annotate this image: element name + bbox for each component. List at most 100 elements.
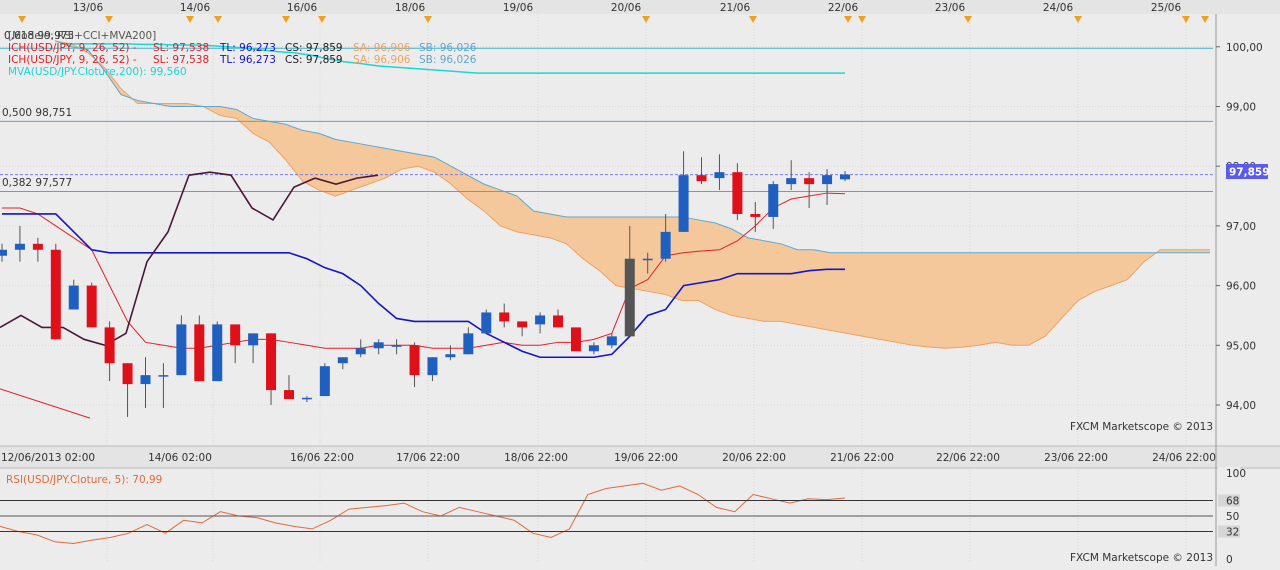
date-marker-triangle (105, 16, 113, 23)
legend-mva: MVA(USD/JPY.Cloture,200): 99,560 (8, 66, 187, 78)
candle-body[interactable] (678, 175, 689, 232)
top-date-label: 25/06 (1151, 2, 1182, 14)
top-date-label: 24/06 (1043, 2, 1074, 14)
rsi-tick-bg (1218, 510, 1240, 522)
candle-body[interactable] (768, 184, 779, 217)
price-tick-label: 94,00 (1226, 400, 1256, 412)
candle-body[interactable] (283, 390, 294, 400)
legend-sb: SB: 96,026 (419, 42, 477, 54)
candle-body[interactable] (499, 312, 510, 322)
fib-618-label: 0,618 99,975 (4, 30, 74, 42)
candle-body[interactable] (230, 324, 241, 346)
candle-body[interactable] (266, 333, 277, 391)
rsi-tick-label: 68 (1226, 496, 1239, 508)
candles[interactable] (0, 151, 850, 417)
candle-body[interactable] (391, 345, 402, 347)
candle-body[interactable] (212, 324, 223, 382)
candle-body[interactable] (122, 363, 133, 385)
bottom-date-label: 23/06 22:00 (1044, 452, 1108, 464)
bottom-date-label: 20/06 22:00 (722, 452, 786, 464)
rsi-tick-bg (1218, 525, 1240, 538)
price-tag-value: 97,859 (1229, 167, 1270, 179)
rsi-tick-label: 32 (1226, 526, 1239, 538)
candle-body[interactable] (337, 357, 348, 364)
legend-ich-line-1: ICH(USD/JPY, 9, 26, 52) - SL: 97,538 TL:… (8, 42, 477, 54)
price-tick-label: 100,00 (1226, 42, 1263, 54)
date-marker-triangle (424, 16, 432, 23)
candle-body[interactable] (409, 345, 420, 376)
price-tick-label: 99,00 (1226, 102, 1256, 114)
top-date-label: 14/06 (180, 2, 211, 14)
candle-body[interactable] (714, 172, 725, 179)
candle-body[interactable] (481, 312, 492, 334)
cci-line (0, 171, 379, 347)
watermark-rsi: FXCM Marketscope © 2013 (1070, 552, 1213, 564)
top-date-label: 19/06 (503, 2, 534, 14)
top-date-label: 21/06 (720, 2, 751, 14)
candle-body[interactable] (553, 315, 564, 328)
candle-body[interactable] (696, 175, 707, 182)
candle-body[interactable] (822, 175, 833, 185)
date-marker-triangle (186, 16, 194, 23)
bottom-date-label: 17/06 22:00 (396, 452, 460, 464)
candle-body[interactable] (50, 249, 61, 340)
date-marker-triangle (318, 16, 326, 23)
rsi-tick-bg (1218, 553, 1240, 565)
candle-body[interactable] (194, 324, 205, 382)
candle-body[interactable] (32, 243, 43, 250)
candle-body[interactable] (427, 357, 438, 376)
top-axis-band (0, 0, 1280, 14)
candle-body[interactable] (732, 172, 743, 214)
candle-body[interactable] (158, 375, 169, 377)
legend-ich-prefix: ICH(USD/JPY, 9, 26, 52) - (8, 42, 137, 54)
rsi-tick-label: 0 (1226, 554, 1233, 566)
candle-body[interactable] (248, 333, 259, 346)
candle-body[interactable] (804, 178, 815, 185)
candle-body[interactable] (86, 285, 97, 328)
legend-tl: TL: 96,273 (219, 42, 276, 54)
candle-body[interactable] (570, 327, 581, 352)
senkou-span-b (54, 40, 1210, 254)
candle-body[interactable] (68, 285, 79, 310)
kijun-sen-line (2, 213, 845, 359)
candle-body[interactable] (301, 397, 312, 400)
top-date-label: 20/06 (611, 2, 642, 14)
candle-body[interactable] (535, 315, 546, 325)
top-date-label: 16/06 (287, 2, 318, 14)
legend-sl: SL: 97,538 (153, 54, 209, 66)
candle-body[interactable] (750, 213, 761, 217)
legend-sa: SA: 96,906 (353, 54, 411, 66)
bottom-date-label: 14/06 02:00 (148, 452, 212, 464)
bottom-date-label: 12/06/2013 02:00 (1, 452, 95, 464)
candle-body[interactable] (517, 321, 528, 328)
candle-body[interactable] (463, 333, 474, 355)
candle-body[interactable] (373, 342, 384, 349)
candle-body[interactable] (786, 178, 797, 185)
candle-body[interactable] (445, 354, 456, 358)
candle-body[interactable] (642, 258, 653, 261)
fib-500-label: 0,500 98,751 (2, 107, 72, 119)
candle-body[interactable] (176, 324, 187, 376)
candle-body[interactable] (319, 366, 330, 397)
candle-body[interactable] (0, 249, 7, 256)
candle-body[interactable] (840, 174, 850, 180)
candle-body[interactable] (14, 243, 25, 250)
candle-body[interactable] (588, 345, 599, 352)
candle-body[interactable] (104, 327, 115, 364)
bottom-date-label: 21/06 22:00 (830, 452, 894, 464)
legend-cs: CS: 97,859 (285, 54, 343, 66)
indicator-lines (0, 43, 846, 545)
date-marker-triangle (642, 16, 650, 23)
bottom-date-label: 19/06 22:00 (614, 452, 678, 464)
mva200-line (60, 43, 845, 74)
date-marker-triangle (964, 16, 972, 23)
candle-body[interactable] (660, 231, 671, 259)
bottom-date-label: 16/06 22:00 (290, 452, 354, 464)
candle-body[interactable] (624, 258, 635, 337)
candle-body[interactable] (606, 336, 617, 346)
candle-body[interactable] (355, 348, 366, 355)
rsi-legend: RSI(USD/JPY.Cloture, 5): 70,99 (6, 474, 162, 486)
candle-body[interactable] (140, 375, 151, 385)
